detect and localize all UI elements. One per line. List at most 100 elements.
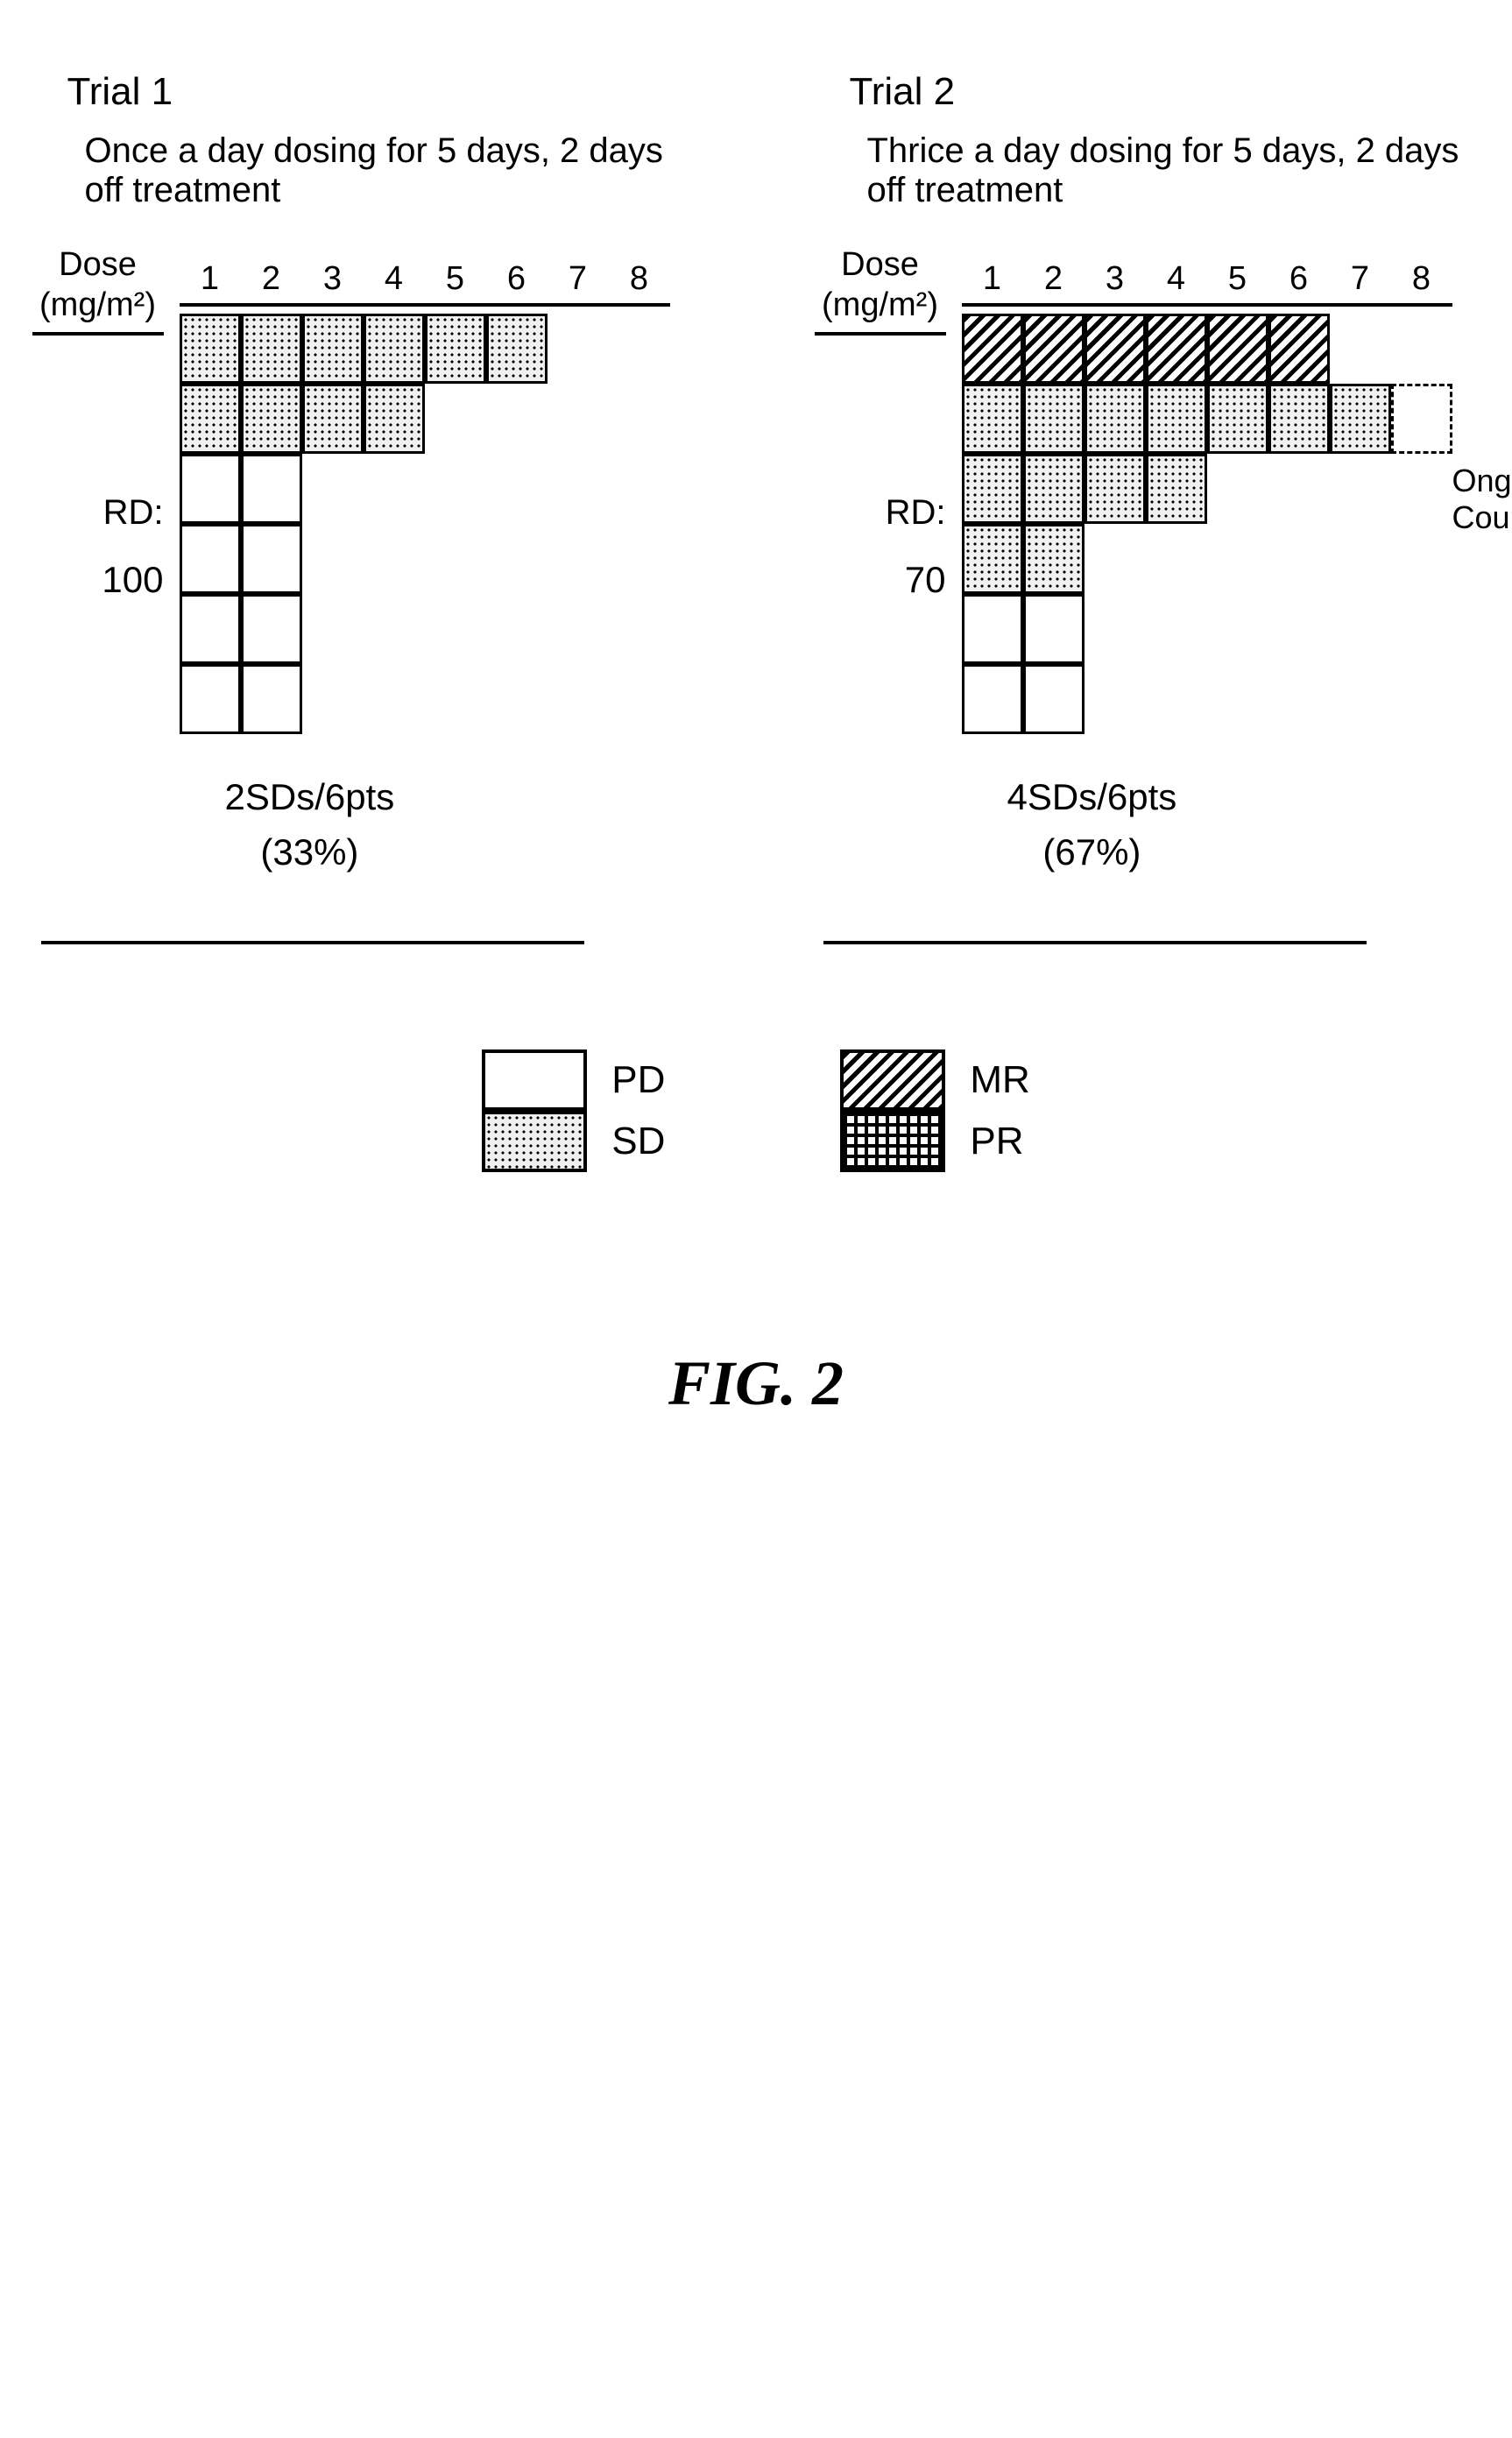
- patient-row: [180, 454, 670, 524]
- chart-area: Dose (mg/m²) RD: 70 1 2 3 4 5 6 7: [815, 245, 1452, 734]
- trial-title: Trial 2: [850, 70, 956, 114]
- rd-label: RD:: [886, 493, 946, 533]
- course-cell-mr: [1023, 314, 1085, 384]
- patient-row: [180, 314, 670, 384]
- course-cell-sd: [180, 384, 241, 454]
- treatment-grid: [180, 314, 670, 734]
- x-tick: 3: [1085, 260, 1146, 298]
- course-cell-sd: [302, 384, 364, 454]
- ongoing-line-1: Ongoing: [1452, 463, 1512, 498]
- legend-label: PR: [970, 1120, 1023, 1163]
- x-tick: 1: [180, 260, 241, 298]
- summary-line-1: 4SDs/6pts: [1007, 776, 1177, 817]
- rd-label: RD:: [103, 493, 164, 533]
- patient-row: [962, 524, 1452, 594]
- course-cell-sd: [486, 314, 548, 384]
- x-axis: 1 2 3 4 5 6 7 8: [180, 245, 670, 307]
- x-tick: 1: [962, 260, 1023, 298]
- chart-area: Dose (mg/m²) RD: 100 1 2 3 4 5 6 7: [32, 245, 670, 734]
- course-cell-sd: [1023, 454, 1085, 524]
- course-cell-mr: [1207, 314, 1268, 384]
- course-cell-pd: [180, 664, 241, 734]
- ongoing-course-label: Ongoing Course#8: [1452, 463, 1512, 536]
- course-cell-sd: [1146, 454, 1207, 524]
- legend-item-mr: MR: [840, 1049, 1029, 1111]
- course-cell-sd: [962, 524, 1023, 594]
- trials-row: Trial 1 Once a day dosing for 5 days, 2 …: [0, 0, 1512, 944]
- course-cell-sd: [364, 384, 425, 454]
- x-tick: 7: [548, 260, 609, 298]
- patient-row: [180, 594, 670, 664]
- x-tick: 5: [425, 260, 486, 298]
- course-cell-sd: [180, 314, 241, 384]
- course-cell-pd: [962, 664, 1023, 734]
- x-tick: 5: [1207, 260, 1268, 298]
- course-cell-pd: [1023, 664, 1085, 734]
- ongoing-line-2: Course#8: [1452, 499, 1512, 535]
- y-axis-header-bottom: (mg/m²): [39, 286, 156, 323]
- y-axis-header: Dose (mg/m²): [32, 245, 164, 336]
- summary: 4SDs/6pts (67%): [1007, 769, 1177, 880]
- course-cell-sd: [1085, 454, 1146, 524]
- patient-row: [962, 314, 1452, 384]
- course-cell-mr: [1146, 314, 1207, 384]
- course-cell-sd: [962, 454, 1023, 524]
- dose-value: 100: [102, 559, 163, 601]
- grid-wrap: 1 2 3 4 5 6 7 8: [180, 245, 670, 734]
- y-axis-header: Dose (mg/m²): [815, 245, 946, 336]
- course-cell-sd: [1023, 384, 1085, 454]
- legend-label: PD: [611, 1058, 665, 1102]
- legend-swatch-sd: [482, 1111, 587, 1172]
- baseline-rule: [41, 941, 584, 944]
- trial-subtitle: Thrice a day dosing for 5 days, 2 days o…: [867, 131, 1480, 210]
- x-tick: 2: [1023, 260, 1085, 298]
- legend-item-pd: PD: [482, 1049, 665, 1111]
- x-tick: 8: [1391, 260, 1452, 298]
- course-cell-sd: [1023, 524, 1085, 594]
- trial-subtitle: Once a day dosing for 5 days, 2 days off…: [85, 131, 698, 210]
- legend-label: MR: [970, 1058, 1029, 1102]
- course-cell-sd: [1085, 384, 1146, 454]
- legend-column: PD SD: [482, 1049, 665, 1172]
- patient-row: [962, 594, 1452, 664]
- course-cell-sd: [1146, 384, 1207, 454]
- course-cell-mr: [1268, 314, 1330, 384]
- course-cell-mr: [962, 314, 1023, 384]
- legend-item-sd: SD: [482, 1111, 665, 1172]
- y-axis-header-bottom: (mg/m²): [822, 286, 938, 323]
- trial-2: Trial 2 Thrice a day dosing for 5 days, …: [815, 70, 1480, 944]
- treatment-grid: Ongoing Course#8: [962, 314, 1452, 734]
- x-tick: 6: [486, 260, 548, 298]
- course-cell-pd: [180, 524, 241, 594]
- course-cell-ongoing: [1391, 384, 1452, 454]
- legend-swatch-pd: [482, 1049, 587, 1111]
- course-cell-mr: [1085, 314, 1146, 384]
- x-tick: 2: [241, 260, 302, 298]
- course-cell-pd: [180, 454, 241, 524]
- x-tick: 4: [364, 260, 425, 298]
- legend: PD SD MR PR: [0, 1049, 1512, 1172]
- x-tick: 8: [609, 260, 670, 298]
- x-tick: 3: [302, 260, 364, 298]
- course-cell-pd: [241, 594, 302, 664]
- patient-row: [180, 524, 670, 594]
- y-axis-header-top: Dose: [59, 246, 137, 283]
- y-axis-header-top: Dose: [841, 246, 919, 283]
- x-tick: 7: [1330, 260, 1391, 298]
- course-cell-sd: [1330, 384, 1391, 454]
- course-cell-pd: [241, 454, 302, 524]
- figure-label: FIG. 2: [0, 1347, 1512, 1420]
- patient-row: [180, 664, 670, 734]
- course-cell-pd: [962, 594, 1023, 664]
- course-cell-pd: [1023, 594, 1085, 664]
- course-cell-pd: [241, 664, 302, 734]
- course-cell-pd: [180, 594, 241, 664]
- course-cell-sd: [425, 314, 486, 384]
- course-cell-sd: [1268, 384, 1330, 454]
- summary-line-2: (67%): [1042, 831, 1141, 873]
- patient-row: [962, 454, 1452, 524]
- course-cell-sd: [962, 384, 1023, 454]
- summary-line-2: (33%): [260, 831, 358, 873]
- baseline-rule: [823, 941, 1367, 944]
- course-cell-sd: [241, 384, 302, 454]
